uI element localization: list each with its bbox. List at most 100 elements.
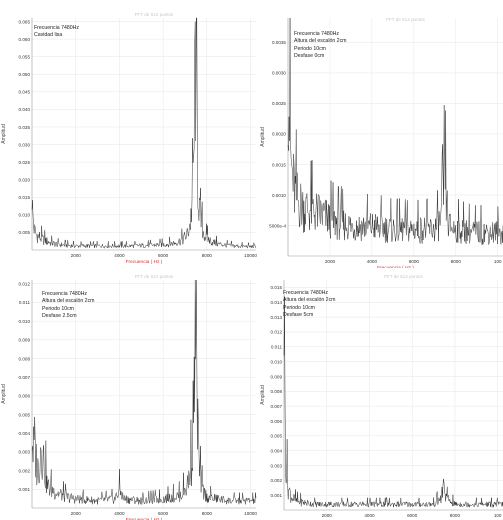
chart-3-annotation: Frecuencia 7480Hz Altura del escalón 2cm… [42,291,94,321]
chart-2-annotation-line: Desfase 0cm [294,53,325,60]
y-tick-label: 0.060 [19,37,31,42]
x-tick-label: 10000 [244,511,257,516]
y-tick-label: 0.011 [271,345,283,350]
chart-3-annotation-line: Altura del escalón 2cm [42,298,95,305]
y-axis-label: Amplitud [1,124,7,144]
y-tick-label: 0.0025 [272,101,286,106]
y-tick-label: 0.003 [19,450,31,455]
y-tick-label: 0.007 [271,404,283,409]
chart-panel-1: FFT de 512 puntos 0.005 0.010 0.015 0.020 0.0… [0,0,258,268]
chart-4-annotation-line: Frecuencia 7480Hz [283,290,328,296]
chart-2-annotation-line: Periodo 10cm [294,45,327,52]
x-tick-label: 6000 [158,511,169,516]
y-tick-label: 0.065 [19,19,31,24]
y-tick-label: 0.045 [19,90,31,95]
chart-1-annotation: Frecuencia 7480Hz Cavidad lisa [34,25,79,40]
chart-watermark: FFT de 512 puntos [384,274,423,279]
y-tick-label: 0.015 [19,195,31,200]
chart-panel-2: FFT de 512 puntos 5000e-4 0.0010 0.0015 0.00… [258,0,503,268]
chart-2-annotation-line: Altura del escalón 2cm [294,38,347,45]
chart-1-svg: FFT de 512 puntos 0.005 0.010 0.015 0.020 0.0… [1,12,257,265]
y-tick-label: 0.012 [271,330,283,335]
x-tick-label: 4000 [114,511,125,516]
x-tick-label: 100 [494,513,502,518]
y-tick-label: 0.005 [19,230,31,235]
chart-2-svg: FFT de 512 puntos 5000e-4 0.0010 0.0015 0.00… [260,17,503,268]
y-tick-label: 0.009 [271,374,283,379]
chart-3-annotation-line: Frecuencia 7480Hz [42,291,87,297]
y-tick-label: 0.002 [271,478,283,483]
y-axis-label: Amplitud [1,384,7,404]
y-tick-label: 0.011 [19,300,31,305]
x-tick-label: 4000 [367,259,378,264]
x-tick-label: 4000 [114,253,125,258]
y-axis-label: Amplitud [260,127,266,147]
y-tick-label: 0.001 [271,493,283,498]
chart-4-annotation: Frecuencia 7480Hz Altura del escalón 2cm… [283,290,335,320]
y-tick-label: 0.009 [19,338,31,343]
y-tick-label: 0.014 [271,300,283,305]
x-tick-label: 10000 [244,253,257,258]
chart-1-annotation-line: Frecuencia 7480Hz [34,25,79,31]
y-tick-label: 0.030 [19,142,31,147]
y-tick-label: 0.003 [271,463,283,468]
x-tick-label: 2000 [71,253,82,258]
y-tick-label: 0.010 [19,213,31,218]
x-axis-label: Frecuencia ( Hz ) [377,265,414,268]
x-tick-label: 6000 [407,513,418,518]
chart-watermark: FFT de 512 puntos [135,274,174,279]
y-tick-label: 0.020 [19,177,31,182]
y-tick-label: 0.0020 [272,132,286,137]
y-tick-label: 0.005 [271,434,283,439]
y-tick-label: 0.013 [271,315,283,320]
y-axis-label: Amplitud [260,385,266,405]
chart-4-svg: FFT de 512 puntos 0.001 0.002 0.003 0.004 0.0… [260,274,503,518]
y-tick-label: 0.001 [19,487,31,492]
x-tick-label: 4000 [364,513,375,518]
y-tick-label: 0.007 [19,375,31,380]
y-tick-label: 0.055 [19,54,31,59]
y-tick-label: 0.012 [19,282,31,287]
series-line [31,279,257,505]
y-tick-label: 0.008 [271,389,283,394]
x-tick-label: 8000 [451,259,462,264]
y-tick-label: 0.006 [19,394,31,399]
x-axis-label: Frecuencia ( Hz ) [126,517,163,520]
y-tick-label: 0.0010 [272,193,286,198]
series-line [283,296,503,508]
x-tick-label: 8000 [202,253,213,258]
chart-watermark: FFT de 512 puntos [135,12,174,17]
y-tick-label: 0.008 [19,356,31,361]
x-tick-label: 8000 [202,511,213,516]
y-tick-label: 0.035 [19,125,31,130]
y-tick-label: 0.025 [19,160,31,165]
y-tick-label: 0.0035 [272,40,286,45]
chart-1-annotation-line: Cavidad lisa [34,32,63,39]
series-line [31,17,257,249]
chart-3-annotation-line: Desfase 2.5cm [42,313,77,320]
x-tick-label: 6000 [158,253,169,258]
chart-4-annotation-line: Periodo 10cm [283,304,316,311]
x-tick-label: 8000 [450,513,461,518]
chart-3-svg: FFT de 512 puntos 0.001 0.002 0.003 0.004 0.0… [1,274,257,520]
y-tick-label: 0.010 [19,319,31,324]
y-tick-label: 0.040 [19,107,31,112]
chart-4-annotation-line: Altura del escalón 2cm [283,297,336,304]
y-tick-label: 0.004 [271,448,283,453]
chart-watermark: FFT de 512 puntos [386,17,425,22]
x-tick-label: 100 [494,259,502,264]
y-tick-label: 5000e-4 [269,223,286,228]
y-tick-label: 0.050 [19,72,31,77]
chart-panel-4: FFT de 512 puntos 0.001 0.002 0.003 0.004 0.0… [258,270,503,520]
chart-2-annotation-line: Frecuencia 7480Hz [294,31,339,37]
chart-panel-3: FFT de 512 puntos 0.001 0.002 0.003 0.004 0.0… [0,270,258,520]
x-tick-label: 2000 [325,259,336,264]
y-tick-label: 0.015 [271,285,283,290]
series-line [287,17,503,246]
x-tick-label: 2000 [71,511,82,516]
x-tick-label: 6000 [409,259,420,264]
y-tick-label: 0.006 [271,419,283,424]
y-tick-label: 0.004 [19,431,31,436]
y-tick-label: 0.010 [271,359,283,364]
y-tick-label: 0.005 [19,412,31,417]
